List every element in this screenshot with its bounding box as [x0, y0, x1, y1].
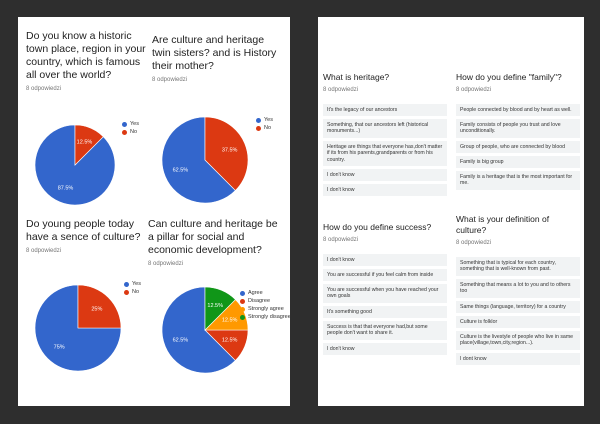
pie-slice: [204, 116, 249, 191]
question-title: Are culture and heritage twin sisters? a…: [152, 34, 277, 72]
legend-entry: No: [122, 128, 137, 136]
pie-slice: [74, 124, 104, 166]
legend-label: Disagree: [248, 298, 271, 304]
pie-slice: [204, 286, 236, 331]
legend-label: Strongly disagree: [248, 314, 291, 320]
answer-item: It's the legacy of our ancestors: [323, 104, 447, 117]
answer-item: Something, that our ancestors left (hist…: [323, 119, 447, 138]
question-title: How do you define success?: [323, 222, 432, 232]
legend-label: No: [132, 289, 140, 295]
legend-swatch: [256, 117, 261, 123]
answer-item: Heritage are things that everyone has,do…: [323, 141, 447, 167]
answer-item: Culture is the livestyle of people who l…: [456, 331, 580, 350]
legend-entry: Agree: [240, 289, 263, 297]
pie-slice: [161, 116, 236, 204]
answer-item: I dont know: [456, 353, 580, 366]
legend-swatch: [240, 290, 245, 296]
question-title: What is heritage?: [323, 72, 390, 82]
answer-item: Something that is typical for each count…: [456, 257, 580, 276]
answer-item: Culture is folklor: [456, 316, 580, 329]
legend-label: Yes: [130, 121, 139, 127]
answer-item: You are successful when you have reached…: [323, 284, 447, 303]
slice-label: 37.5%: [222, 147, 238, 153]
question-title: Do you know a historic town place, regio…: [26, 30, 146, 81]
response-count: 8 odpowiedzi: [323, 237, 359, 243]
legend-label: Strongly agree: [248, 306, 284, 312]
legend-swatch: [240, 298, 245, 304]
slice-label: 87.5%: [58, 185, 74, 191]
legend-entry: Strongly agree: [240, 305, 284, 313]
pie-slice: [161, 286, 236, 374]
pie-slice: [77, 284, 122, 329]
answer-item: Family consists of people you trust and …: [456, 119, 580, 138]
answer-item: You are successful if you feel calm from…: [323, 269, 447, 282]
pie-slice: [34, 284, 122, 372]
response-count: 8 odpowiedzi: [152, 77, 188, 83]
question-title: What is your definition of culture?: [456, 214, 550, 235]
answer-item: I don't know: [323, 184, 447, 197]
legend-swatch: [240, 314, 245, 320]
slice-label: 25%: [91, 307, 102, 313]
slice-label: 12.5%: [207, 303, 223, 309]
legend-label: Yes: [132, 281, 141, 287]
answer-item: Family is a heritage that is the most im…: [456, 171, 580, 190]
legend-entry: No: [256, 124, 271, 132]
slice-label: 75%: [54, 344, 65, 350]
legend-swatch: [122, 129, 127, 135]
answer-item: Same things (language, territory) for a …: [456, 301, 580, 314]
slice-label: 12.5%: [77, 140, 93, 146]
response-count: 8 odpowiedzi: [148, 261, 184, 267]
legend-swatch: [124, 289, 129, 295]
answer-item: Family is big group: [456, 156, 580, 169]
answer-item: I don't know: [323, 254, 447, 267]
answer-item: It's something good: [323, 306, 447, 319]
question-title: Do young people today have a sence of cu…: [26, 218, 141, 243]
answer-item: Group of people, who are connected by bl…: [456, 141, 580, 154]
legend-swatch: [256, 125, 261, 131]
response-count: 8 odpowiedzi: [323, 87, 359, 93]
slice-label: 12.5%: [222, 317, 238, 323]
slice-label: 62.5%: [173, 168, 189, 174]
legend-entry: No: [124, 288, 139, 296]
response-count: 8 odpowiedzi: [456, 240, 492, 246]
legend-label: Agree: [248, 290, 263, 296]
question-title: Can culture and heritage be a pillar for…: [148, 218, 278, 256]
answer-item: People connected by blood and by heart a…: [456, 104, 580, 117]
legend-entry: Strongly disagree: [240, 313, 291, 321]
response-count: 8 odpowiedzi: [456, 87, 492, 93]
legend-swatch: [124, 281, 129, 287]
legend-label: Yes: [264, 117, 273, 123]
legend-entry: Yes: [256, 116, 273, 124]
response-count: 8 odpowiedzi: [26, 86, 62, 92]
legend-entry: Disagree: [240, 297, 270, 305]
slice-label: 12.5%: [222, 338, 238, 344]
legend-entry: Yes: [122, 120, 139, 128]
answer-item: Success is that that everyone had,but so…: [323, 321, 447, 340]
answer-item: Something that means a lot to you and to…: [456, 279, 580, 298]
response-count: 8 odpowiedzi: [26, 248, 62, 254]
legend-swatch: [240, 306, 245, 312]
legend-label: No: [264, 125, 272, 131]
answer-item: I don't know: [323, 343, 447, 356]
legend-label: No: [130, 129, 138, 135]
answer-item: I don't know: [323, 169, 447, 182]
legend-swatch: [122, 121, 127, 127]
slice-label: 62.5%: [173, 338, 189, 344]
question-title: How do you define "family"?: [456, 72, 562, 82]
legend-entry: Yes: [124, 280, 141, 288]
